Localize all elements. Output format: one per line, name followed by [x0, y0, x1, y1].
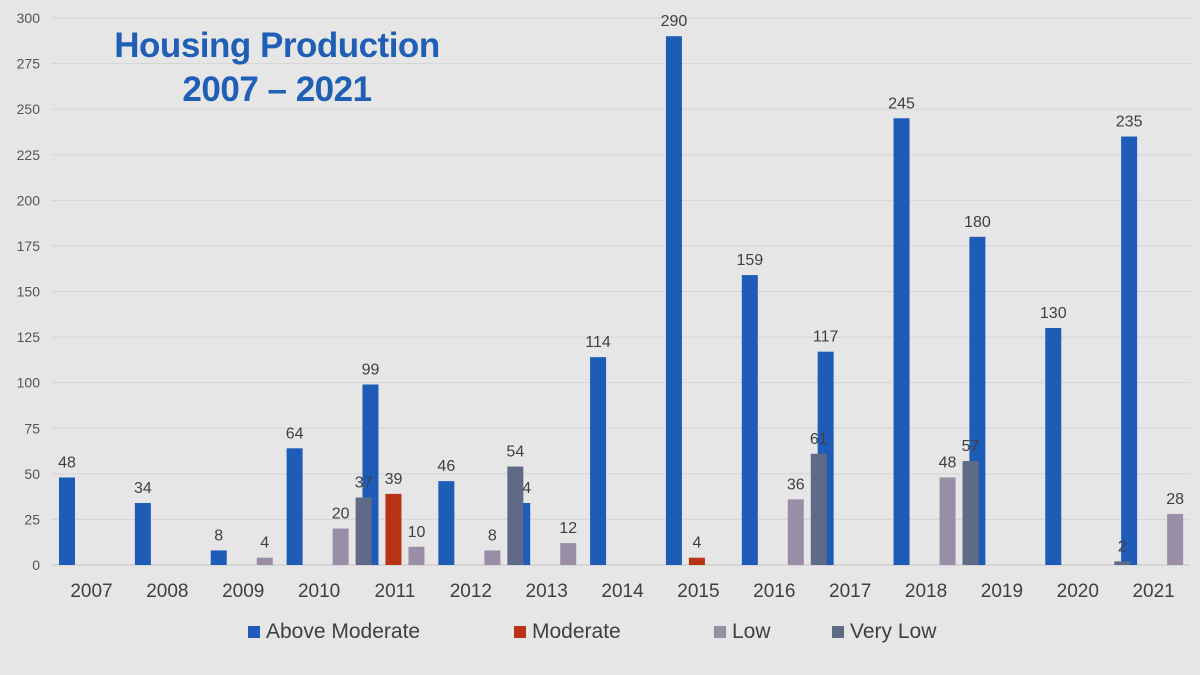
chart-title: Housing Production	[114, 26, 440, 65]
data-label: 4	[260, 535, 269, 552]
chart-subtitle: 2007 – 2021	[182, 70, 372, 109]
x-tick-label: 2015	[677, 581, 719, 602]
bar	[134, 503, 151, 565]
y-tick-label: 150	[17, 284, 41, 300]
bar	[939, 477, 956, 565]
data-label: 2	[1118, 538, 1127, 555]
y-tick-label: 50	[24, 466, 40, 482]
bar	[665, 36, 682, 565]
bar	[332, 528, 349, 565]
bar	[741, 275, 758, 565]
y-tick-label: 75	[24, 420, 40, 436]
bar	[787, 499, 804, 565]
data-label: 8	[214, 527, 223, 544]
x-tick-label: 2012	[450, 581, 492, 602]
bar	[286, 448, 303, 565]
x-tick-label: 2011	[375, 581, 416, 602]
data-label: 39	[385, 471, 403, 488]
data-label: 57	[962, 438, 980, 455]
bar	[256, 557, 273, 565]
legend-swatch	[514, 626, 526, 638]
legend-label: Moderate	[532, 620, 621, 643]
bar	[810, 453, 827, 565]
data-label: 99	[362, 361, 380, 378]
bar	[560, 543, 577, 565]
x-tick-label: 2016	[753, 581, 795, 602]
y-tick-label: 300	[17, 10, 41, 26]
data-label: 36	[787, 476, 805, 493]
data-label: 48	[58, 454, 76, 471]
legend-label: Very Low	[850, 620, 937, 643]
bar	[408, 546, 425, 565]
y-tick-label: 100	[17, 375, 41, 391]
data-label: 12	[559, 520, 577, 537]
data-label: 180	[964, 214, 991, 231]
x-tick-label: 2007	[70, 581, 112, 602]
x-tick-label: 2020	[1057, 581, 1099, 602]
data-label: 20	[332, 506, 350, 523]
y-tick-label: 125	[17, 329, 41, 345]
legend-swatch	[832, 626, 844, 638]
data-label: 235	[1116, 114, 1143, 131]
data-label: 61	[810, 431, 828, 448]
y-tick-label: 0	[32, 557, 40, 573]
y-tick-label: 225	[17, 147, 41, 163]
bar	[507, 466, 524, 565]
x-tick-label: 2010	[298, 581, 340, 602]
legend-label: Above Moderate	[266, 620, 421, 643]
x-tick-label: 2009	[222, 581, 264, 602]
bar	[590, 357, 607, 565]
data-label: 34	[134, 480, 152, 497]
x-tick-label: 2017	[829, 581, 871, 602]
y-tick-label: 275	[17, 56, 41, 72]
data-label: 117	[813, 329, 839, 346]
y-tick-label: 250	[17, 101, 41, 117]
legend-item: Above Moderate	[248, 620, 420, 644]
data-label: 48	[939, 454, 957, 471]
data-label: 46	[437, 458, 455, 475]
bar	[59, 477, 75, 565]
legend-item: Low	[714, 620, 771, 644]
data-label: 130	[1040, 305, 1067, 322]
data-label: 114	[585, 334, 611, 351]
legend-label: Low	[732, 620, 771, 643]
y-tick-label: 200	[17, 192, 41, 208]
legend-swatch	[248, 626, 260, 638]
x-tick-label: 2014	[601, 581, 644, 602]
bar	[484, 550, 501, 565]
data-label: 245	[888, 95, 915, 112]
bar	[210, 550, 227, 565]
y-tick-label: 175	[17, 238, 41, 254]
bar	[438, 481, 455, 565]
bar	[385, 493, 402, 565]
data-label: 159	[736, 252, 763, 269]
data-label: 4	[692, 535, 701, 552]
data-label: 37	[355, 475, 373, 492]
bar	[893, 118, 910, 566]
x-tick-label: 2018	[905, 581, 947, 602]
legend-item: Very Low	[832, 620, 936, 644]
chart-title-block: Housing Production 2007 – 2021	[92, 24, 462, 112]
x-tick-label: 2019	[981, 581, 1023, 602]
legend-swatch	[714, 626, 726, 638]
bar	[355, 497, 372, 565]
bar	[962, 461, 979, 565]
data-label: 8	[488, 527, 497, 544]
x-tick-label: 2021	[1132, 581, 1174, 602]
data-label: 10	[408, 524, 426, 541]
data-label: 28	[1166, 491, 1184, 508]
bar	[688, 557, 705, 565]
data-label: 64	[286, 425, 304, 442]
bar	[1121, 136, 1138, 565]
bar	[1114, 561, 1131, 565]
data-label: 54	[506, 444, 524, 461]
data-label: 290	[661, 13, 688, 30]
x-tick-label: 2008	[146, 581, 188, 602]
y-tick-label: 25	[24, 511, 40, 527]
x-tick-label: 2013	[526, 581, 568, 602]
bar	[1167, 513, 1184, 565]
legend-item: Moderate	[514, 620, 621, 644]
bar	[1045, 327, 1062, 565]
